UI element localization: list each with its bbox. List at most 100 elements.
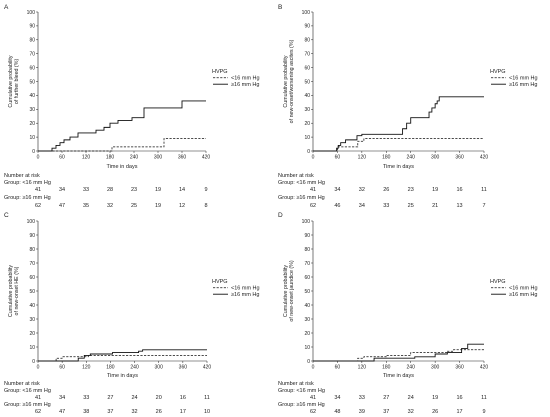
series-line-ge16 — [38, 349, 207, 362]
y-tick-label: 80 — [29, 247, 35, 253]
risk-count: 28 — [107, 187, 113, 193]
legend-title: HVPG — [490, 279, 506, 285]
risk-count: 25 — [408, 203, 414, 209]
risk-count: 19 — [155, 187, 161, 193]
panel-c: C Cumulative probability of new-onset HE (… — [4, 212, 260, 415]
y-tick-label: 40 — [29, 303, 35, 309]
risk-count: 32 — [107, 203, 113, 209]
risk-count: 62 — [310, 409, 316, 415]
y-axis-label: Cumulative probability — [283, 55, 289, 107]
risk-group-label: Group: <16 mm Hg — [4, 388, 51, 394]
y-tick-label: 30 — [29, 107, 35, 113]
risk-count: 24 — [408, 395, 414, 401]
x-axis-label: Time in days — [383, 373, 414, 379]
legend-title: HVPG — [212, 69, 228, 75]
legend-title: HVPG — [490, 69, 506, 75]
risk-count: 27 — [383, 395, 389, 401]
risk-count: 8 — [204, 203, 207, 209]
risk-count: 32 — [132, 409, 138, 415]
y-tick-label: 80 — [304, 38, 310, 44]
risk-count: 26 — [383, 187, 389, 193]
risk-count: 19 — [155, 203, 161, 209]
risk-count: 41 — [310, 395, 316, 401]
y-tick-label: 70 — [304, 261, 310, 267]
x-tick-label: 360 — [455, 155, 464, 161]
risk-count: 41 — [35, 187, 41, 193]
risk-count: 33 — [383, 203, 389, 209]
y-axis-label: of further bleed (%) — [14, 59, 20, 105]
y-tick-label: 50 — [29, 79, 35, 85]
x-tick-label: 60 — [335, 365, 341, 371]
y-tick-label: 50 — [304, 79, 310, 85]
risk-group-label: Group: <16 mm Hg — [278, 388, 325, 394]
risk-count: 25 — [131, 203, 137, 209]
series-line-lt16 — [38, 138, 206, 152]
x-tick-label: 240 — [130, 155, 139, 161]
y-tick-label: 70 — [304, 52, 310, 58]
x-tick-label: 120 — [82, 155, 91, 161]
risk-count: 62 — [35, 203, 41, 209]
risk-count: 48 — [334, 409, 340, 415]
y-tick-label: 20 — [29, 121, 35, 127]
risk-group-label: Group: ≥16 mm Hg — [4, 402, 51, 408]
risk-count: 17 — [180, 409, 186, 415]
x-tick-label: 0 — [312, 365, 315, 371]
y-tick-label: 100 — [302, 10, 311, 16]
y-tick-label: 40 — [304, 303, 310, 309]
risk-count: 12 — [179, 203, 185, 209]
risk-count: 62 — [35, 409, 41, 415]
legend-label: ≥16 mm Hg — [231, 82, 259, 88]
risk-group-label: Group: <16 mm Hg — [4, 180, 51, 186]
x-tick-label: 120 — [82, 365, 91, 371]
x-tick-label: 420 — [203, 365, 212, 371]
y-tick-label: 50 — [29, 289, 35, 295]
y-tick-label: 20 — [304, 331, 310, 337]
risk-table-title: Number at risk — [4, 381, 40, 387]
y-tick-label: 90 — [29, 233, 35, 239]
series-line-ge16 — [313, 343, 484, 362]
y-tick-label: 100 — [27, 10, 36, 16]
y-tick-label: 30 — [304, 107, 310, 113]
x-tick-label: 180 — [382, 155, 391, 161]
risk-count: 9 — [204, 187, 207, 193]
y-tick-label: 70 — [29, 261, 35, 267]
risk-count: 33 — [83, 395, 89, 401]
y-tick-label: 10 — [304, 135, 310, 141]
risk-count: 33 — [83, 187, 89, 193]
y-axis-label: Cumulative probability — [8, 55, 14, 107]
x-tick-label: 60 — [335, 155, 341, 161]
risk-count: 32 — [359, 187, 365, 193]
legend-title: HVPG — [212, 279, 228, 285]
x-tick-label: 300 — [431, 155, 440, 161]
y-tick-label: 10 — [304, 345, 310, 351]
risk-count: 46 — [334, 203, 340, 209]
y-tick-label: 20 — [29, 331, 35, 337]
y-tick-label: 60 — [304, 65, 310, 71]
y-tick-label: 10 — [29, 345, 35, 351]
risk-count: 7 — [482, 203, 485, 209]
y-tick-label: 70 — [29, 52, 35, 58]
y-tick-label: 10 — [29, 135, 35, 141]
y-axis-label: of new-onset jaundice (%) — [289, 260, 295, 321]
x-tick-label: 420 — [480, 365, 489, 371]
y-tick-label: 100 — [302, 219, 311, 225]
x-tick-label: 300 — [431, 365, 440, 371]
panel-letter: A — [4, 4, 9, 11]
risk-group-label: Group: <16 mm Hg — [278, 180, 325, 186]
risk-count: 21 — [432, 203, 438, 209]
legend-label: ≥16 mm Hg — [231, 292, 259, 298]
risk-count: 27 — [107, 395, 113, 401]
risk-count: 38 — [83, 409, 89, 415]
risk-count: 26 — [156, 409, 162, 415]
risk-group-label: Group: ≥16 mm Hg — [4, 195, 51, 201]
series-line-lt16 — [313, 138, 484, 152]
x-tick-label: 360 — [455, 365, 464, 371]
risk-group-label: Group: ≥16 mm Hg — [278, 402, 325, 408]
x-tick-label: 240 — [407, 155, 416, 161]
risk-table-title: Number at risk — [278, 381, 314, 387]
y-tick-label: 60 — [304, 275, 310, 281]
risk-count: 37 — [383, 409, 389, 415]
y-axis-label: Cumulative probability — [8, 265, 14, 317]
y-tick-label: 40 — [29, 93, 35, 99]
